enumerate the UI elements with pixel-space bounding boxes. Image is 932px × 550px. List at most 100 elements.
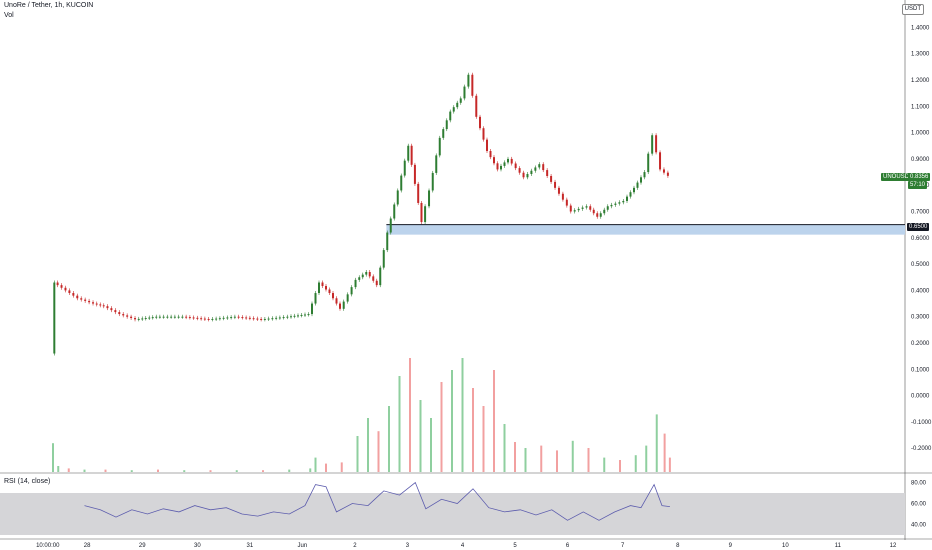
candle-body <box>417 183 420 203</box>
price-axis-tick: -0.1000 <box>911 420 932 426</box>
candle-body <box>592 209 595 214</box>
candle-body <box>561 193 564 200</box>
time-axis-tick: 29 <box>139 543 146 549</box>
volume-bar <box>655 414 658 472</box>
candle-body <box>647 153 650 173</box>
volume-bar <box>398 376 401 472</box>
time-axis-tick: 30 <box>194 543 201 549</box>
candle-body <box>126 315 129 317</box>
candle-body <box>407 145 410 161</box>
candle-body <box>622 200 625 203</box>
candle-body <box>166 316 169 318</box>
rsi-axis: 80.00 60.00 40.00 <box>911 481 927 529</box>
candle-body <box>493 157 495 164</box>
candle-body <box>293 315 296 317</box>
time-axis-tick: 12 <box>890 543 897 549</box>
volume-bar <box>57 466 60 472</box>
candle-body <box>307 314 310 316</box>
volume-bar <box>356 436 359 472</box>
time-axis-tick: 11 <box>835 543 842 549</box>
volume-bar <box>503 424 506 472</box>
candle-body <box>471 74 474 96</box>
volume-bar <box>451 370 453 472</box>
volume-bar <box>157 469 159 472</box>
candle-body <box>64 287 67 291</box>
candle-body <box>290 316 292 318</box>
candle-body <box>368 271 371 277</box>
price-axis-tick: 1.1000 <box>911 104 930 110</box>
candle-body <box>640 177 642 183</box>
candle-body <box>386 232 389 251</box>
candle-body <box>60 285 63 288</box>
candle-body <box>314 293 317 304</box>
candle-body <box>475 95 478 117</box>
candle-body <box>230 317 233 319</box>
candle-body <box>215 318 218 320</box>
volume-bar <box>419 400 422 472</box>
candle-body <box>463 86 466 99</box>
candle-body <box>514 163 517 169</box>
time-axis-tick: 28 <box>84 543 91 549</box>
candle-body <box>321 282 324 287</box>
candle-body <box>361 274 364 278</box>
candle-body <box>92 302 95 304</box>
candle-body <box>88 300 91 303</box>
candle-body <box>420 202 423 223</box>
candle-body <box>496 163 499 170</box>
candle-body <box>452 107 455 112</box>
candle-body <box>173 316 176 318</box>
candle-body <box>130 316 133 319</box>
volume-bar <box>367 418 369 472</box>
last-price-tag: 0.8356 <box>908 173 931 181</box>
candle-body <box>203 318 206 320</box>
candle-body <box>389 218 392 233</box>
candle-body <box>297 315 299 317</box>
rsi-line <box>84 481 670 521</box>
candle-body <box>278 317 281 319</box>
price-axis-tick: 1.2000 <box>911 78 930 84</box>
volume-legend: Vol <box>4 12 14 19</box>
candle-body <box>134 318 137 320</box>
volume-bar <box>377 431 380 472</box>
candle-body <box>256 318 259 320</box>
candle-body <box>106 306 109 309</box>
candle-body <box>177 316 180 318</box>
candle-body <box>614 203 617 205</box>
volume-bar <box>104 469 107 472</box>
volume-bar <box>556 450 558 472</box>
candle-body <box>68 290 71 294</box>
candle-body <box>56 282 59 286</box>
candle-body <box>456 102 459 108</box>
candle-body <box>482 128 485 140</box>
volume-bar <box>288 469 291 472</box>
volume-bar <box>340 462 343 472</box>
volume-bar <box>262 470 264 472</box>
volume-bar <box>603 457 606 472</box>
candle-body <box>467 74 470 87</box>
volume-bar <box>314 457 317 472</box>
candle-body <box>99 304 102 306</box>
candle-body <box>379 267 382 286</box>
candle-body <box>365 271 368 275</box>
price-axis-tick: -0.2000 <box>911 446 932 452</box>
candle-body <box>542 164 545 171</box>
candle-body <box>275 317 278 319</box>
candle-body <box>606 206 609 210</box>
candle-body <box>479 116 481 129</box>
time-axis-tick: 4 <box>461 543 465 549</box>
candle-body <box>144 318 147 320</box>
candle-body <box>400 175 403 191</box>
quote-unit-label[interactable]: USDT <box>901 4 924 15</box>
candle-body <box>218 318 221 320</box>
volume-bar <box>514 442 516 472</box>
time-axis: 10:00:00 28 29 30 31 Jun 2 3 4 5 6 7 8 9 10 11 12 <box>36 543 897 549</box>
quote-unit-text: USDT <box>904 6 921 12</box>
candle-body <box>569 205 572 212</box>
candle-body <box>651 135 654 154</box>
candle-body <box>666 172 669 176</box>
candle-body <box>393 204 396 219</box>
candle-body <box>500 165 502 170</box>
candle-body <box>534 167 537 171</box>
rsi-legend: RSI (14, close) <box>4 478 51 485</box>
